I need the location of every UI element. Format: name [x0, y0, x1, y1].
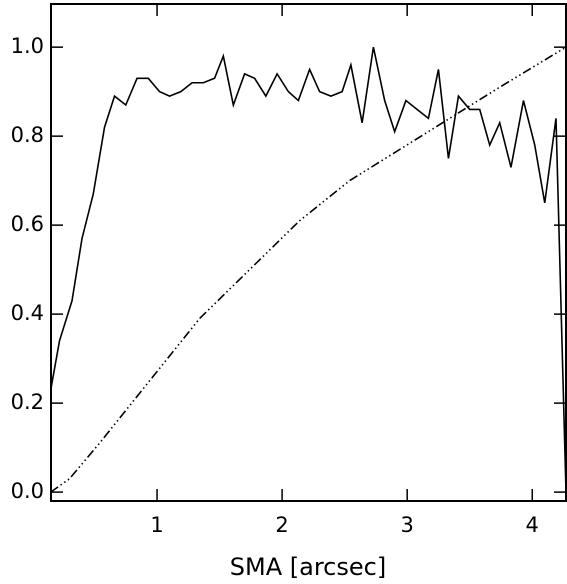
y-tick-label: 0.6: [11, 212, 44, 236]
y-tick-label: 1.0: [11, 34, 44, 58]
x-tick-label: 2: [275, 513, 288, 537]
x-axis-title: SMA [arcsec]: [230, 553, 386, 581]
plot-frame: [50, 3, 567, 502]
y-tick-label: 0.0: [11, 479, 44, 503]
data-line: [49, 46, 567, 493]
x-tick-label: 3: [400, 513, 413, 537]
y-tick-label: 0.4: [11, 301, 44, 325]
y-tick-label: 0.8: [11, 123, 44, 147]
x-tick-label: 1: [150, 513, 163, 537]
y-tick-label: 0.2: [11, 390, 44, 414]
data-line: [50, 46, 567, 493]
x-tick-label: 4: [526, 513, 539, 537]
